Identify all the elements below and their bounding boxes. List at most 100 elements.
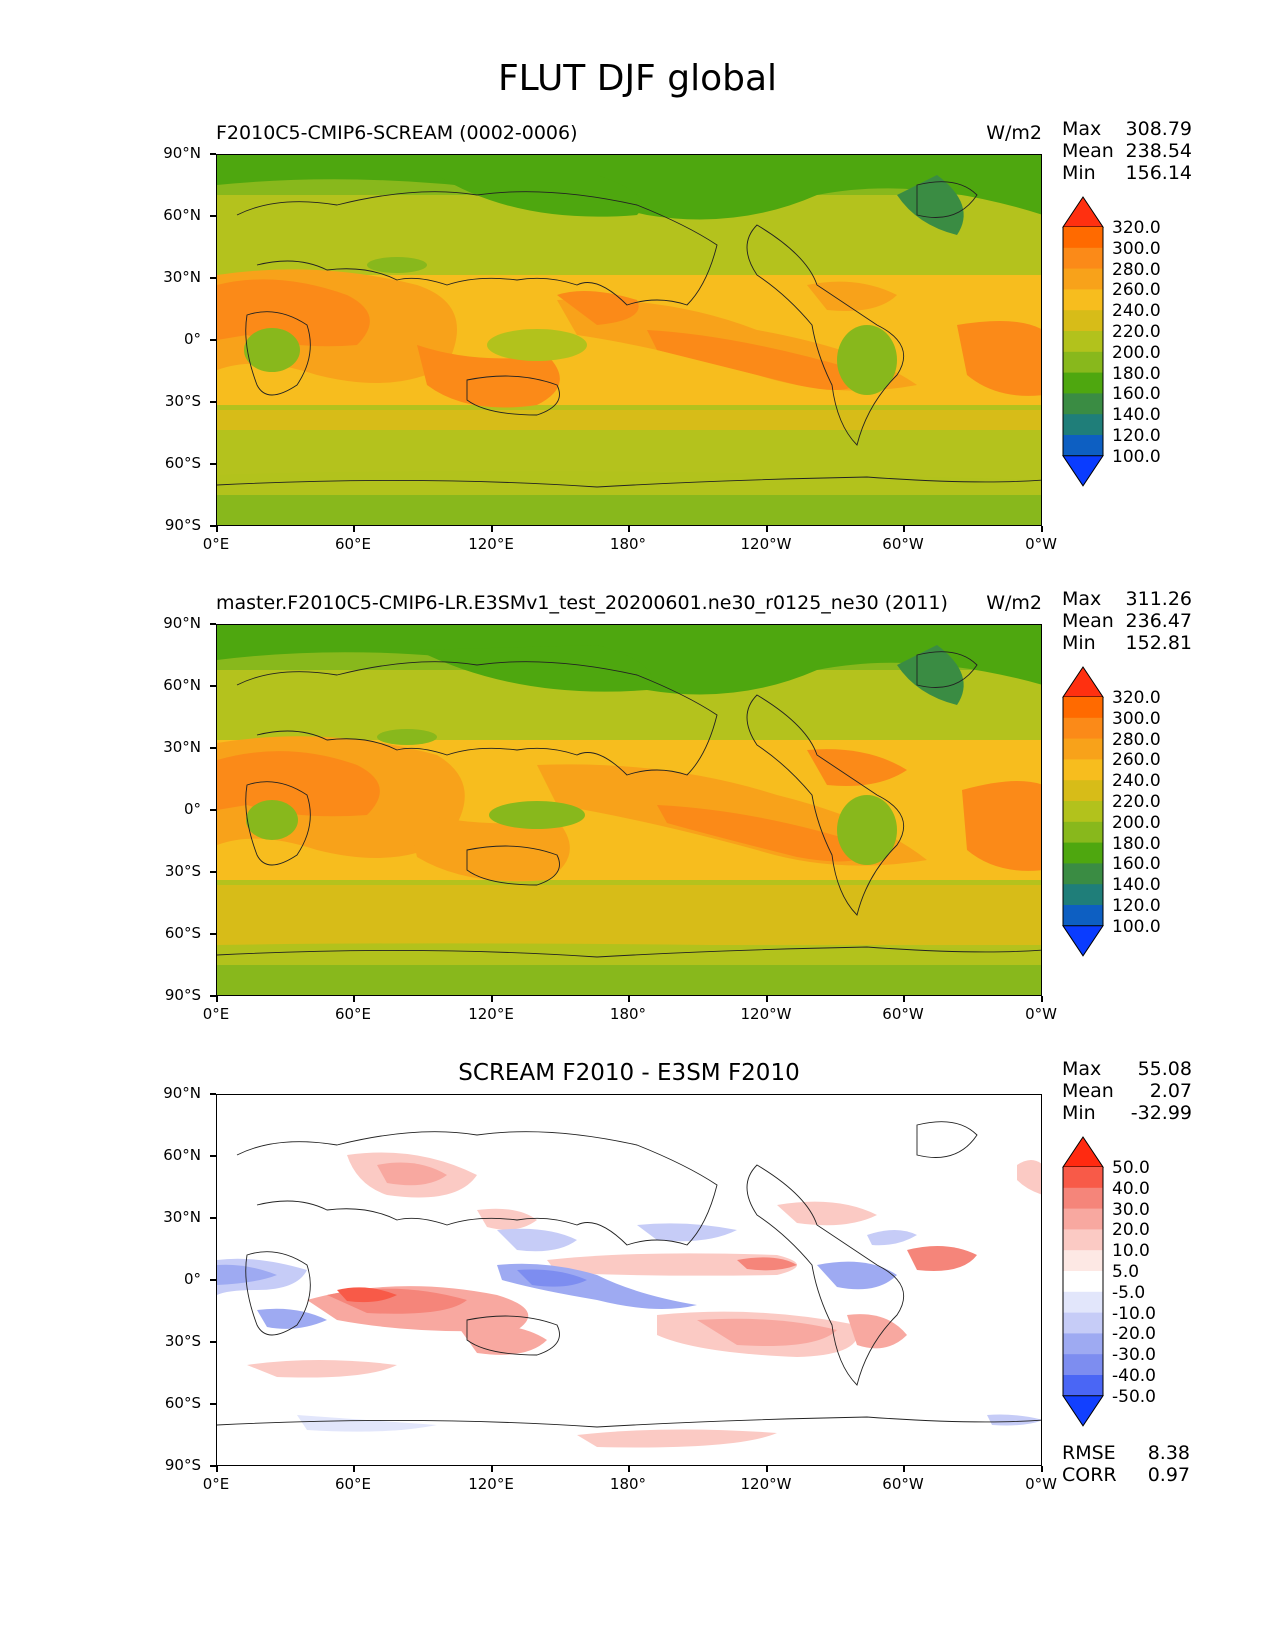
x-tick-label: 60°E (334, 1005, 372, 1023)
y-tick-label: 60°N (163, 676, 201, 694)
x-tick-label: 180° (609, 535, 647, 553)
y-tick-label: 30°N (163, 268, 201, 286)
x-tick-label: 0°E (202, 1005, 230, 1023)
colorbar-tick-label: 30.0 (1112, 1199, 1150, 1220)
x-tick-label: 0°W (1025, 535, 1057, 553)
colorbar-tick-label: 240.0 (1112, 301, 1161, 322)
map-difference (216, 1094, 1042, 1466)
y-tick-label: 90°S (164, 1456, 201, 1474)
colorbar-tick-label: 20.0 (1112, 1220, 1150, 1241)
colorbar-swatch (1063, 759, 1103, 781)
mean-value: 2.07 (1149, 1080, 1192, 1102)
y-tick-label: 0° (183, 800, 201, 818)
x-tick-label: 60°W (882, 1475, 924, 1493)
colorbar-tick-label: 200.0 (1112, 342, 1161, 363)
y-tick-label: 30°S (164, 392, 201, 410)
colorbar-swatch (1063, 1312, 1103, 1334)
corr-label: CORR (1062, 1464, 1117, 1486)
mean-value: 238.54 (1125, 140, 1192, 162)
flut-field-reference (217, 625, 1041, 995)
metrics-box: RMSE 8.38 CORR 0.97 (1062, 1442, 1190, 1486)
y-tick-label: 90°S (164, 986, 201, 1004)
min-label: Min (1062, 632, 1096, 654)
colorbar-swatch (1063, 1354, 1103, 1376)
min-value: -32.99 (1130, 1102, 1192, 1124)
colorbar-swatch (1063, 717, 1103, 740)
panel-title-left: master.F2010C5-CMIP6-LR.E3SMv1_test_2020… (216, 592, 948, 614)
y-tick-label: 30°S (164, 1332, 201, 1350)
colorbar-swatch (1063, 393, 1103, 415)
colorbar-swatch (1063, 331, 1103, 353)
rmse-label: RMSE (1062, 1442, 1116, 1464)
y-tick-label: 30°S (164, 862, 201, 880)
figure-title: FLUT DJF global (497, 58, 778, 99)
map-reference (216, 624, 1042, 996)
panel-test: F2010C5-CMIP6-SCREAM (0002-0006) W/m2 Ma… (0, 0, 1275, 553)
min-value: 152.81 (1125, 632, 1192, 654)
colorbar-outline (1062, 227, 1104, 456)
x-tick-label: 0°E (202, 1475, 230, 1493)
x-tick-label: 120°W (740, 1005, 792, 1023)
colorbar-swatch (1063, 884, 1103, 906)
colorbar-swatch (1063, 1375, 1103, 1397)
colorbar-tick-label: 100.0 (1112, 916, 1161, 937)
colorbar-swatch (1063, 247, 1103, 270)
x-tick-label: 0°W (1025, 1475, 1057, 1493)
colorbar-swatch (1063, 310, 1103, 332)
colorbar-tick-label: 140.0 (1112, 405, 1161, 426)
colorbar-swatch (1063, 1208, 1103, 1230)
colorbar-tick-label: 5.0 (1112, 1262, 1140, 1282)
colorbar (1062, 1136, 1104, 1427)
colorbar-tick-label: 240.0 (1112, 771, 1161, 792)
max-label: Max (1062, 588, 1102, 610)
x-tick-label: 60°E (334, 1475, 372, 1493)
x-tick-label: 0°E (202, 535, 230, 553)
colorbar-swatch (1063, 821, 1103, 844)
min-value: 156.14 (1125, 162, 1192, 184)
x-tick-label: 120°W (740, 1475, 792, 1493)
colorbar-swatch (1063, 697, 1103, 719)
colorbar-outline (1062, 1167, 1104, 1396)
y-tick-label: 90°N (163, 1084, 201, 1102)
colorbar-extend-max (1062, 666, 1104, 698)
colorbar-swatch (1063, 1271, 1103, 1293)
colorbar-extend-max (1062, 196, 1104, 228)
x-tick-label: 120°W (740, 535, 792, 553)
y-tick-label: 0° (183, 330, 201, 348)
y-tick-label: 30°N (163, 1208, 201, 1226)
min-label: Min (1062, 162, 1096, 184)
colorbar-tick-label: 220.0 (1112, 322, 1161, 342)
colorbar-swatch (1063, 842, 1103, 864)
x-tick-label: 120°E (468, 1005, 514, 1023)
y-tick-label: 60°N (163, 206, 201, 224)
y-tick-label: 90°N (163, 614, 201, 632)
colorbar-tick-label: -10.0 (1112, 1303, 1156, 1324)
corr-value: 0.97 (1147, 1464, 1190, 1486)
colorbar-swatch (1063, 1229, 1103, 1251)
max-label: Max (1062, 1058, 1102, 1080)
y-tick-label: 60°S (164, 1394, 201, 1412)
colorbar-tick-label: 180.0 (1112, 363, 1161, 384)
units-label: W/m2 (986, 592, 1042, 614)
map-test (216, 154, 1042, 526)
y-tick-label: 60°N (163, 1146, 201, 1164)
y-tick-label: 60°S (164, 454, 201, 472)
colorbar-swatch (1063, 780, 1103, 802)
colorbar-tick-label: 120.0 (1112, 426, 1161, 446)
colorbar-extend-min (1062, 925, 1104, 957)
colorbar-swatch (1063, 351, 1103, 374)
stats-box: Max 311.26 Mean 236.47 Min 152.81 (1062, 588, 1192, 654)
colorbar-swatch (1063, 1291, 1103, 1314)
colorbar-swatch (1063, 1187, 1103, 1210)
max-value: 308.79 (1125, 118, 1192, 140)
colorbar-swatch (1063, 435, 1103, 457)
max-value: 311.26 (1125, 588, 1192, 610)
difference-title: SCREAM F2010 - E3SM F2010 (458, 1060, 800, 1086)
x-tick-label: 60°W (882, 535, 924, 553)
rmse-value: 8.38 (1147, 1442, 1190, 1464)
flut-difference-field (217, 1095, 1041, 1465)
colorbar-swatch (1063, 1333, 1103, 1355)
colorbar-swatch (1063, 863, 1103, 885)
colorbar-tick-label: 40.0 (1112, 1178, 1150, 1199)
max-label: Max (1062, 118, 1102, 140)
